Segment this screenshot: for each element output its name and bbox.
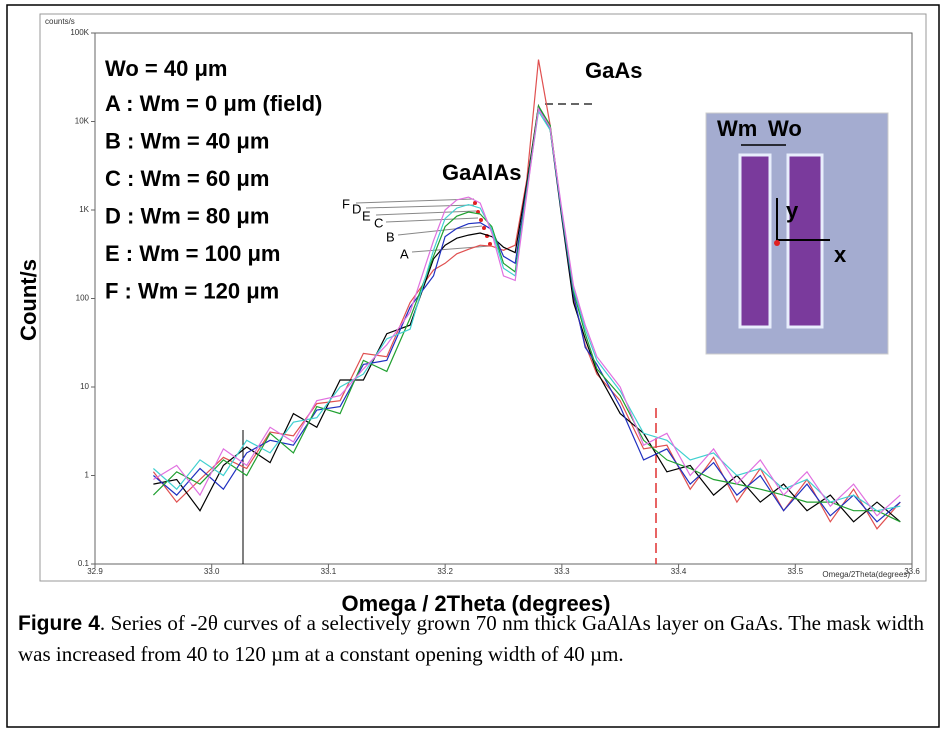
legend-entry: C : Wm = 60 μm [105, 166, 269, 191]
y-tick-label: 0.1 [78, 559, 90, 568]
x-tick-label: 33.6 [904, 567, 920, 576]
legend-entry: D : Wm = 80 μm [105, 203, 269, 228]
peak-label: F [342, 196, 350, 211]
y-tick-label: 10 [80, 382, 89, 391]
series-line [153, 106, 901, 517]
y-axis-title: Count/s [16, 259, 41, 341]
annotation: GaAlAs [442, 160, 521, 185]
legend-header: Wo = 40 μm [105, 56, 227, 81]
peak-label: D [352, 201, 361, 216]
x-tick-label: 33.0 [204, 567, 220, 576]
peak-label: B [386, 229, 395, 244]
caption-text: . Series of -2θ curves of a selectively … [18, 611, 925, 666]
legend-entry: B : Wm = 40 μm [105, 128, 269, 153]
x-tick-label: 33.4 [671, 567, 687, 576]
x-tick-label: 33.5 [787, 567, 803, 576]
series-line [153, 106, 901, 523]
y-tick-label: 10K [75, 117, 90, 126]
x-tick-label: 32.9 [87, 567, 103, 576]
inset-label: Wm [717, 116, 757, 141]
x-axis-title: Omega / 2Theta (degrees) [342, 591, 611, 616]
peak-arrows [355, 198, 491, 253]
peak-label: A [400, 246, 409, 261]
y-unit: counts/s [45, 17, 75, 26]
y-tick-label: 1 [85, 471, 90, 480]
y-tick-label: 100 [76, 294, 90, 303]
annotation: GaAs [585, 58, 642, 83]
inset-label: y [786, 198, 799, 223]
inset [705, 112, 889, 355]
legend-entry: E : Wm = 100 μm [105, 241, 280, 266]
caption: Figure 4. Series of -2θ curves of a sele… [18, 608, 924, 670]
chart-frame [39, 13, 927, 582]
x-tick-label: 33.1 [321, 567, 337, 576]
peak-label: C [374, 215, 383, 230]
inset-label: x [834, 242, 847, 267]
legend-entry: F : Wm = 120 μm [105, 278, 279, 303]
y-tick-label: 100K [70, 28, 89, 37]
x-tick-label: 33.3 [554, 567, 570, 576]
peak-label: E [362, 208, 371, 223]
legend-entry: A : Wm = 0 μm (field) [105, 91, 322, 116]
figure-border [6, 4, 940, 728]
y-tick-label: 1K [79, 205, 89, 214]
x-unit: Omega/2Theta(degrees) [822, 570, 910, 579]
inset-label: Wo [768, 116, 802, 141]
x-tick-label: 33.2 [437, 567, 453, 576]
caption-label: Figure 4 [18, 612, 100, 635]
